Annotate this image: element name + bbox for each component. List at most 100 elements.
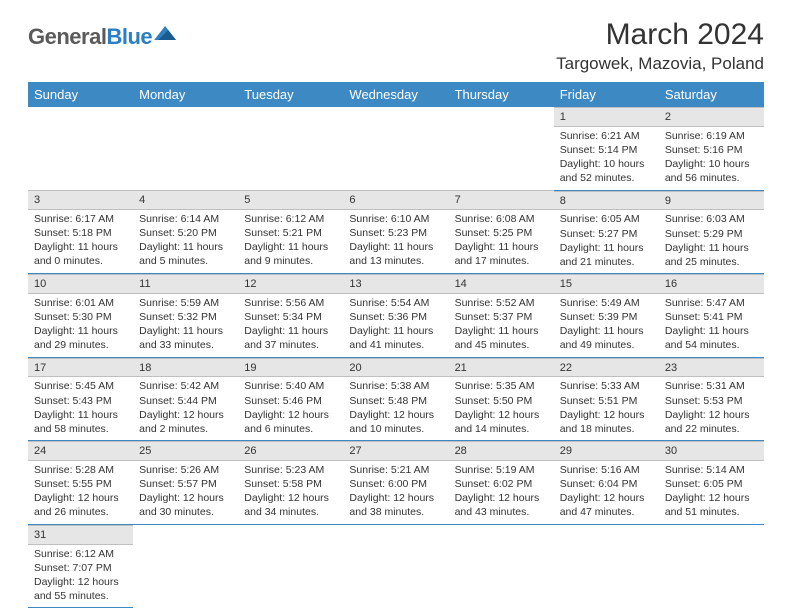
daylight-line: Daylight: 11 hours and 49 minutes. bbox=[560, 324, 653, 352]
day-content: Sunrise: 5:26 AMSunset: 5:57 PMDaylight:… bbox=[133, 461, 238, 524]
daylight-line: Daylight: 12 hours and 34 minutes. bbox=[244, 491, 337, 519]
sunset-line: Sunset: 5:32 PM bbox=[139, 310, 232, 324]
day-content: Sunrise: 5:59 AMSunset: 5:32 PMDaylight:… bbox=[133, 294, 238, 357]
sunset-line: Sunset: 5:25 PM bbox=[455, 226, 548, 240]
calendar-week-row: 3Sunrise: 6:17 AMSunset: 5:18 PMDaylight… bbox=[28, 190, 764, 274]
day-number: 13 bbox=[343, 274, 448, 294]
calendar-cell: 17Sunrise: 5:45 AMSunset: 5:43 PMDayligh… bbox=[28, 357, 133, 441]
day-content: Sunrise: 5:35 AMSunset: 5:50 PMDaylight:… bbox=[449, 377, 554, 440]
sunrise-line: Sunrise: 5:21 AM bbox=[349, 463, 442, 477]
sunrise-line: Sunrise: 5:54 AM bbox=[349, 296, 442, 310]
calendar-cell: 2Sunrise: 6:19 AMSunset: 5:16 PMDaylight… bbox=[659, 107, 764, 190]
weekday-header: Monday bbox=[133, 82, 238, 107]
sunrise-line: Sunrise: 5:56 AM bbox=[244, 296, 337, 310]
sunrise-line: Sunrise: 5:47 AM bbox=[665, 296, 758, 310]
logo-text-general: General bbox=[28, 24, 106, 50]
day-number: 30 bbox=[659, 441, 764, 461]
calendar-cell bbox=[449, 524, 554, 608]
sunset-line: Sunset: 5:21 PM bbox=[244, 226, 337, 240]
calendar-cell: 23Sunrise: 5:31 AMSunset: 5:53 PMDayligh… bbox=[659, 357, 764, 441]
day-content: Sunrise: 6:08 AMSunset: 5:25 PMDaylight:… bbox=[449, 210, 554, 273]
calendar-cell: 21Sunrise: 5:35 AMSunset: 5:50 PMDayligh… bbox=[449, 357, 554, 441]
sunrise-line: Sunrise: 5:52 AM bbox=[455, 296, 548, 310]
sunrise-line: Sunrise: 6:10 AM bbox=[349, 212, 442, 226]
sunrise-line: Sunrise: 6:01 AM bbox=[34, 296, 127, 310]
weekday-header: Tuesday bbox=[238, 82, 343, 107]
sunrise-line: Sunrise: 5:42 AM bbox=[139, 379, 232, 393]
day-content: Sunrise: 6:19 AMSunset: 5:16 PMDaylight:… bbox=[659, 127, 764, 190]
day-number: 28 bbox=[449, 441, 554, 461]
daylight-line: Daylight: 12 hours and 47 minutes. bbox=[560, 491, 653, 519]
day-content: Sunrise: 6:21 AMSunset: 5:14 PMDaylight:… bbox=[554, 127, 659, 190]
sunrise-line: Sunrise: 6:03 AM bbox=[665, 212, 758, 226]
daylight-line: Daylight: 11 hours and 17 minutes. bbox=[455, 240, 548, 268]
sunset-line: Sunset: 5:37 PM bbox=[455, 310, 548, 324]
sunset-line: Sunset: 5:51 PM bbox=[560, 394, 653, 408]
day-number: 22 bbox=[554, 358, 659, 378]
daylight-line: Daylight: 12 hours and 51 minutes. bbox=[665, 491, 758, 519]
day-number: 17 bbox=[28, 358, 133, 378]
daylight-line: Daylight: 11 hours and 29 minutes. bbox=[34, 324, 127, 352]
sunrise-line: Sunrise: 5:40 AM bbox=[244, 379, 337, 393]
sunset-line: Sunset: 6:05 PM bbox=[665, 477, 758, 491]
sunset-line: Sunset: 5:44 PM bbox=[139, 394, 232, 408]
calendar-cell bbox=[554, 524, 659, 608]
header: GeneralBlue March 2024 Targowek, Mazovia… bbox=[28, 18, 764, 74]
calendar-cell: 13Sunrise: 5:54 AMSunset: 5:36 PMDayligh… bbox=[343, 274, 448, 358]
day-number: 6 bbox=[343, 190, 448, 210]
sunset-line: Sunset: 5:23 PM bbox=[349, 226, 442, 240]
calendar-cell bbox=[28, 107, 133, 190]
sunset-line: Sunset: 5:34 PM bbox=[244, 310, 337, 324]
sunset-line: Sunset: 5:41 PM bbox=[665, 310, 758, 324]
daylight-line: Daylight: 11 hours and 45 minutes. bbox=[455, 324, 548, 352]
month-title: March 2024 bbox=[556, 18, 764, 52]
day-content: Sunrise: 6:10 AMSunset: 5:23 PMDaylight:… bbox=[343, 210, 448, 273]
day-content: Sunrise: 5:28 AMSunset: 5:55 PMDaylight:… bbox=[28, 461, 133, 524]
day-number: 27 bbox=[343, 441, 448, 461]
sunrise-line: Sunrise: 5:59 AM bbox=[139, 296, 232, 310]
calendar-cell: 16Sunrise: 5:47 AMSunset: 5:41 PMDayligh… bbox=[659, 274, 764, 358]
calendar-cell: 29Sunrise: 5:16 AMSunset: 6:04 PMDayligh… bbox=[554, 441, 659, 525]
sunset-line: Sunset: 5:46 PM bbox=[244, 394, 337, 408]
daylight-line: Daylight: 11 hours and 54 minutes. bbox=[665, 324, 758, 352]
sunset-line: Sunset: 5:55 PM bbox=[34, 477, 127, 491]
calendar-cell: 25Sunrise: 5:26 AMSunset: 5:57 PMDayligh… bbox=[133, 441, 238, 525]
sunrise-line: Sunrise: 5:14 AM bbox=[665, 463, 758, 477]
day-content: Sunrise: 5:14 AMSunset: 6:05 PMDaylight:… bbox=[659, 461, 764, 524]
day-number: 21 bbox=[449, 358, 554, 378]
title-block: March 2024 Targowek, Mazovia, Poland bbox=[556, 18, 764, 74]
daylight-line: Daylight: 12 hours and 6 minutes. bbox=[244, 408, 337, 436]
calendar-week-row: 1Sunrise: 6:21 AMSunset: 5:14 PMDaylight… bbox=[28, 107, 764, 190]
day-content: Sunrise: 5:21 AMSunset: 6:00 PMDaylight:… bbox=[343, 461, 448, 524]
day-content: Sunrise: 5:49 AMSunset: 5:39 PMDaylight:… bbox=[554, 294, 659, 357]
day-content: Sunrise: 6:03 AMSunset: 5:29 PMDaylight:… bbox=[659, 210, 764, 273]
daylight-line: Daylight: 11 hours and 33 minutes. bbox=[139, 324, 232, 352]
daylight-line: Daylight: 12 hours and 43 minutes. bbox=[455, 491, 548, 519]
day-content: Sunrise: 5:52 AMSunset: 5:37 PMDaylight:… bbox=[449, 294, 554, 357]
sunset-line: Sunset: 5:20 PM bbox=[139, 226, 232, 240]
sunrise-line: Sunrise: 5:16 AM bbox=[560, 463, 653, 477]
daylight-line: Daylight: 11 hours and 21 minutes. bbox=[560, 241, 653, 269]
calendar-cell: 26Sunrise: 5:23 AMSunset: 5:58 PMDayligh… bbox=[238, 441, 343, 525]
day-content: Sunrise: 6:01 AMSunset: 5:30 PMDaylight:… bbox=[28, 294, 133, 357]
calendar-cell bbox=[133, 524, 238, 608]
sunset-line: Sunset: 5:50 PM bbox=[455, 394, 548, 408]
sunset-line: Sunset: 5:57 PM bbox=[139, 477, 232, 491]
day-content: Sunrise: 6:17 AMSunset: 5:18 PMDaylight:… bbox=[28, 210, 133, 273]
day-number: 10 bbox=[28, 274, 133, 294]
day-number: 8 bbox=[554, 191, 659, 211]
day-number: 5 bbox=[238, 190, 343, 210]
day-number: 18 bbox=[133, 358, 238, 378]
sunset-line: Sunset: 5:14 PM bbox=[560, 143, 653, 157]
calendar-cell: 9Sunrise: 6:03 AMSunset: 5:29 PMDaylight… bbox=[659, 190, 764, 274]
daylight-line: Daylight: 11 hours and 41 minutes. bbox=[349, 324, 442, 352]
calendar-cell: 10Sunrise: 6:01 AMSunset: 5:30 PMDayligh… bbox=[28, 274, 133, 358]
sunrise-line: Sunrise: 5:35 AM bbox=[455, 379, 548, 393]
sunset-line: Sunset: 5:43 PM bbox=[34, 394, 127, 408]
calendar-cell bbox=[659, 524, 764, 608]
calendar-cell: 11Sunrise: 5:59 AMSunset: 5:32 PMDayligh… bbox=[133, 274, 238, 358]
sunrise-line: Sunrise: 6:14 AM bbox=[139, 212, 232, 226]
logo-triangle-icon bbox=[154, 26, 176, 40]
calendar-week-row: 24Sunrise: 5:28 AMSunset: 5:55 PMDayligh… bbox=[28, 441, 764, 525]
calendar-cell: 18Sunrise: 5:42 AMSunset: 5:44 PMDayligh… bbox=[133, 357, 238, 441]
